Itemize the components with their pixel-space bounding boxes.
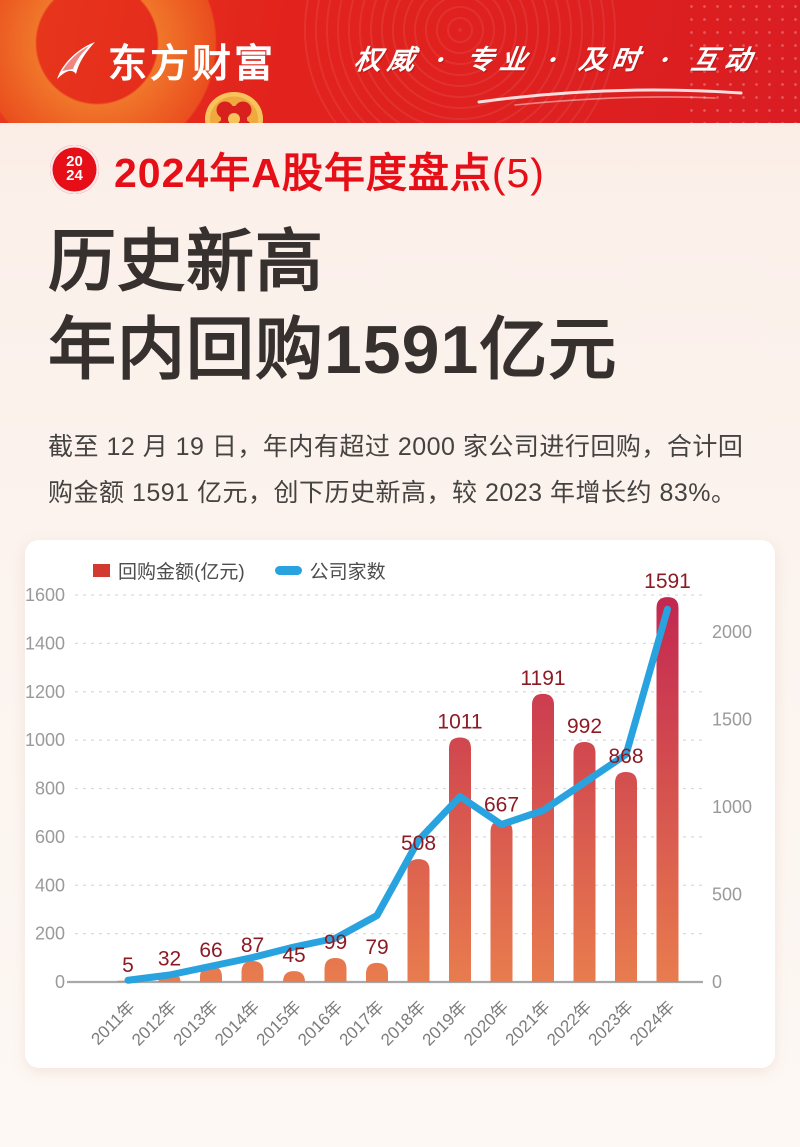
svg-text:0: 0 (712, 972, 722, 992)
summary-text: 截至 12 月 19 日，年内有超过 2000 家公司进行回购，合计回购金额 1… (48, 433, 744, 507)
svg-text:868: 868 (608, 745, 643, 768)
series-title-number: (5) (491, 150, 545, 196)
buyback-combo-chart: 0 200 400 600 800 1000 1200 1400 1600 0 500 1000 150… (25, 570, 752, 1049)
svg-text:79: 79 (365, 936, 388, 959)
concentric-rings-decoration (300, 0, 620, 123)
svg-text:87: 87 (241, 934, 264, 957)
svg-text:66: 66 (199, 939, 222, 962)
svg-text:2019年: 2019年 (419, 997, 471, 1049)
svg-text:1500: 1500 (712, 710, 752, 730)
series-title-text: 2024年A股年度盘点 (114, 150, 492, 196)
dot-pattern-decoration (685, 0, 800, 123)
svg-text:2024年: 2024年 (626, 997, 678, 1049)
svg-text:1000: 1000 (25, 730, 65, 750)
year-badge-top: 20 (66, 152, 83, 170)
svg-text:45: 45 (282, 944, 305, 967)
year-badge: 20 24 (50, 144, 99, 194)
svg-text:667: 667 (484, 794, 519, 817)
svg-text:5: 5 (122, 954, 134, 977)
svg-text:800: 800 (35, 779, 65, 799)
svg-text:1011: 1011 (437, 710, 482, 733)
swoosh-logo-icon (52, 38, 98, 84)
page-title: 历史新高 年内回购1591亿元 (48, 219, 617, 394)
svg-text:200: 200 (35, 924, 65, 944)
year-badge-bottom: 24 (66, 167, 83, 184)
svg-text:2020年: 2020年 (460, 997, 512, 1049)
svg-text:1191: 1191 (520, 667, 565, 690)
svg-text:2021年: 2021年 (502, 997, 554, 1049)
series-badge-row: 20 24 2024年A股年度盘点(5) (50, 139, 545, 199)
svg-text:2023年: 2023年 (585, 997, 637, 1049)
svg-text:1400: 1400 (25, 633, 65, 653)
header-banner: 东方财富 权威 · 专业 · 及时 · 互动 (0, 0, 800, 123)
brand-slogan: 权威 · 专业 · 及时 · 互动 (352, 45, 760, 76)
svg-text:1591: 1591 (644, 570, 691, 593)
brand-logo: 东方财富 (52, 33, 276, 89)
svg-text:32: 32 (158, 947, 181, 970)
svg-text:2017年: 2017年 (336, 997, 388, 1049)
bar-swatch-icon (93, 564, 110, 577)
page-title-line2: 年内回购1591亿元 (48, 311, 618, 388)
chart-card: 回购金额(亿元) 公司家数 0 200 400 600 800 1000 1200 1400 1… (25, 540, 775, 1068)
line-swatch-icon (274, 566, 302, 575)
series-title: 2024年A股年度盘点(5) (114, 139, 545, 199)
svg-text:99: 99 (324, 931, 347, 954)
legend-item-companies: 公司家数 (274, 557, 386, 584)
svg-text:2000: 2000 (712, 622, 752, 642)
svg-text:2014年: 2014年 (211, 997, 263, 1049)
legend-label-companies: 公司家数 (309, 562, 386, 583)
svg-text:508: 508 (401, 832, 436, 855)
orange-ring-decoration (0, 0, 232, 123)
page-title-line1: 历史新高 (48, 224, 325, 300)
brand-name: 东方财富 (108, 43, 277, 86)
svg-text:400: 400 (35, 875, 65, 895)
svg-text:2018年: 2018年 (377, 997, 429, 1049)
chart-legend: 回购金额(亿元) 公司家数 (93, 557, 386, 584)
gold-coin-icon (205, 92, 263, 123)
svg-text:2022年: 2022年 (543, 997, 595, 1049)
svg-text:600: 600 (35, 827, 65, 847)
svg-text:1200: 1200 (25, 682, 65, 702)
svg-text:1000: 1000 (712, 797, 752, 817)
svg-text:0: 0 (55, 972, 65, 992)
svg-text:2011年: 2011年 (88, 997, 139, 1048)
svg-text:2012年: 2012年 (128, 997, 180, 1049)
legend-item-buyback: 回购金额(亿元) (93, 557, 245, 584)
svg-text:500: 500 (712, 885, 742, 905)
brush-swoosh-decoration (477, 88, 743, 106)
svg-text:1600: 1600 (25, 585, 65, 605)
svg-text:2016年: 2016年 (294, 997, 346, 1049)
svg-text:992: 992 (567, 715, 602, 738)
svg-text:2013年: 2013年 (170, 997, 222, 1049)
svg-text:2015年: 2015年 (253, 997, 305, 1049)
legend-label-buyback: 回购金额(亿元) (118, 562, 245, 583)
